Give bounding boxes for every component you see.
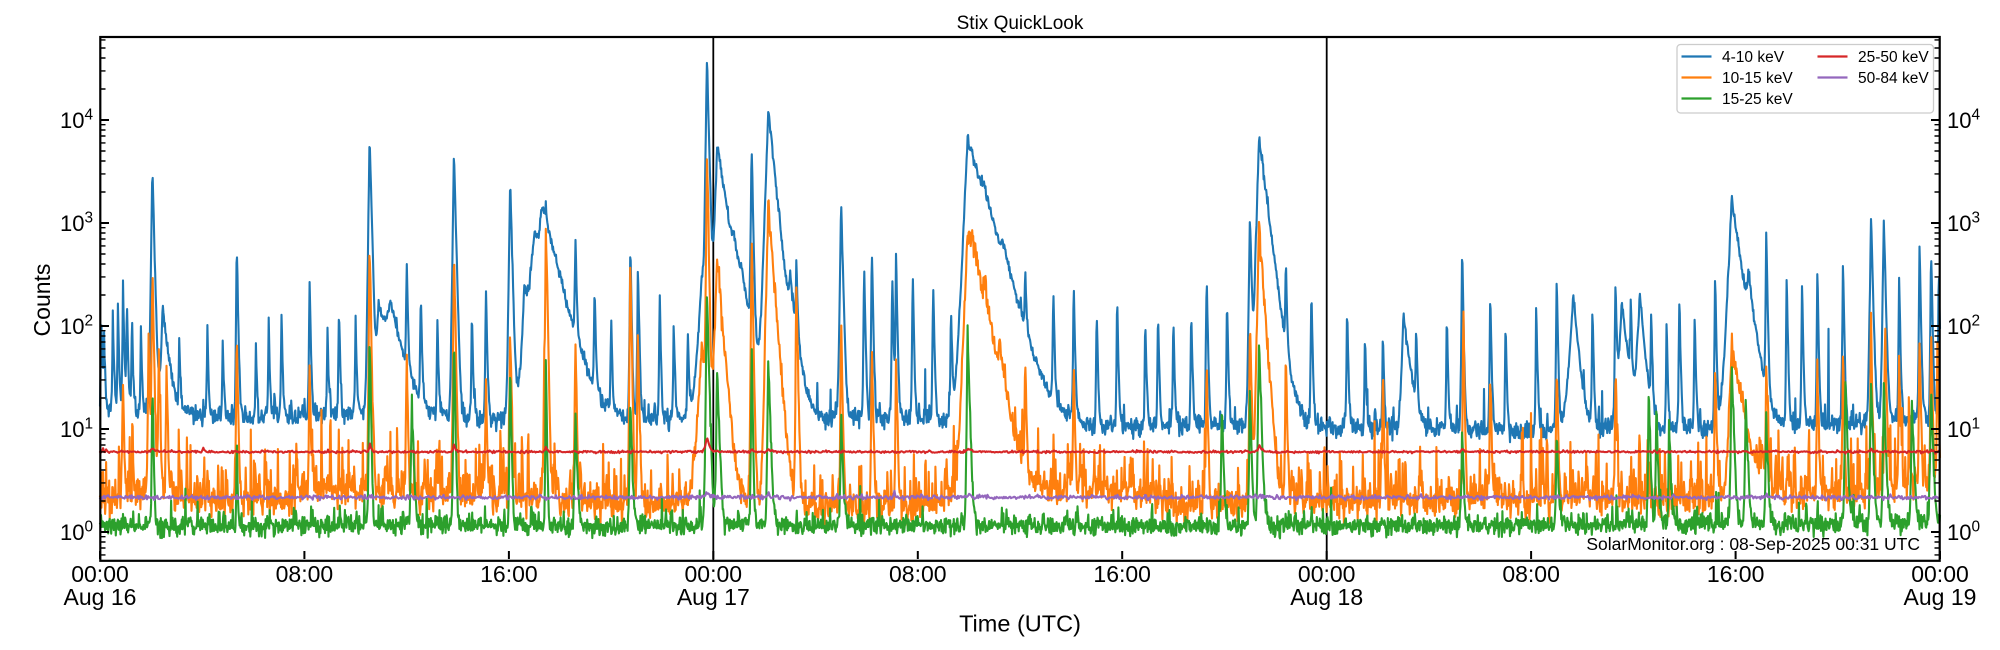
- svg-text:00:00: 00:00: [71, 561, 129, 587]
- svg-text:SolarMonitor.org : 08-Sep-2025: SolarMonitor.org : 08-Sep-2025 00:31 UTC: [1586, 534, 1920, 554]
- svg-text:Counts: Counts: [29, 264, 55, 337]
- svg-text:00:00: 00:00: [1911, 561, 1969, 587]
- svg-text:50-84 keV: 50-84 keV: [1858, 70, 1929, 87]
- svg-text:00:00: 00:00: [685, 561, 743, 587]
- svg-text:00:00: 00:00: [1298, 561, 1356, 587]
- svg-text:08:00: 08:00: [276, 561, 334, 587]
- svg-text:25-50 keV: 25-50 keV: [1858, 49, 1929, 66]
- svg-text:Aug 17: Aug 17: [677, 584, 750, 610]
- svg-text:10-15 keV: 10-15 keV: [1722, 70, 1793, 87]
- svg-text:15-25 keV: 15-25 keV: [1722, 91, 1793, 108]
- svg-text:Aug 19: Aug 19: [1904, 584, 1977, 610]
- svg-text:Stix QuickLook: Stix QuickLook: [957, 13, 1084, 34]
- svg-text:08:00: 08:00: [889, 561, 947, 587]
- svg-text:16:00: 16:00: [1707, 561, 1765, 587]
- svg-text:102: 102: [1947, 313, 1980, 340]
- svg-text:08:00: 08:00: [1502, 561, 1560, 587]
- svg-text:16:00: 16:00: [1093, 561, 1151, 587]
- svg-text:4-10 keV: 4-10 keV: [1722, 49, 1785, 66]
- svg-text:Aug 16: Aug 16: [64, 584, 137, 610]
- svg-text:16:00: 16:00: [480, 561, 538, 587]
- svg-text:Time (UTC): Time (UTC): [959, 611, 1081, 637]
- svg-text:Aug 18: Aug 18: [1290, 584, 1363, 610]
